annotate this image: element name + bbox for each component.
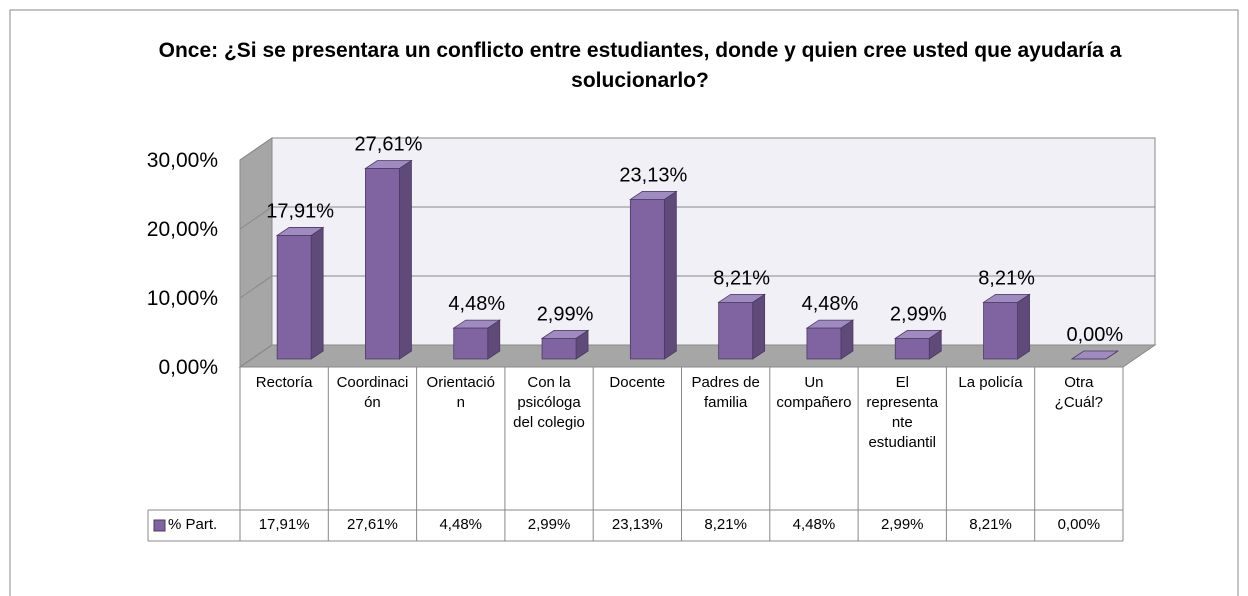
bar	[1070, 350, 1120, 360]
data-label: 17,91%	[266, 200, 334, 222]
category-label: El representante estudiantil	[866, 374, 939, 451]
y-tick-label: 20,00%	[147, 218, 218, 241]
bar	[629, 190, 678, 360]
table-value: 27,61%	[347, 516, 398, 533]
bar	[805, 319, 855, 360]
category-label: Padres de familia	[691, 374, 760, 411]
data-label: 4,48%	[802, 293, 859, 315]
data-label: 23,13%	[619, 164, 687, 186]
category-label: Orientación	[426, 374, 495, 411]
data-label: 4,48%	[448, 293, 505, 315]
y-tick-label: 30,00%	[147, 149, 218, 172]
grid-line	[239, 275, 1155, 299]
table-value: 4,48%	[792, 516, 836, 533]
bar-front	[541, 337, 577, 360]
bar-side	[1017, 293, 1030, 360]
data-label: 2,99%	[537, 303, 594, 325]
bar-front	[806, 327, 842, 360]
bar-front	[718, 301, 754, 360]
chart-border	[9, 9, 1239, 596]
bar-front	[629, 199, 665, 360]
category-label: La policía	[958, 374, 1023, 391]
bar	[982, 293, 1031, 360]
bar-side	[310, 226, 324, 360]
table-value: 8,21%	[704, 516, 747, 533]
bar	[717, 293, 766, 360]
bar-front	[894, 337, 930, 360]
data-label: 8,21%	[713, 267, 770, 289]
category-label: Rectoría	[255, 374, 313, 391]
bar	[893, 329, 943, 360]
bar	[452, 319, 502, 360]
bar-front	[276, 235, 312, 360]
bar-front	[365, 168, 400, 360]
grid-line	[239, 344, 1155, 368]
category-label: Con la psicóloga del colegio	[513, 374, 585, 431]
category-label: Docente	[609, 374, 666, 391]
data-label: 2,99%	[890, 303, 947, 325]
legend-label: % Part.	[168, 516, 218, 533]
y-tick-label: 0,00%	[158, 356, 218, 379]
table-value: 4,48%	[439, 516, 483, 533]
category-label: Un compañero	[776, 374, 852, 411]
data-label: 27,61%	[355, 133, 423, 155]
bar	[275, 226, 325, 360]
table-value: 8,21%	[969, 516, 1012, 533]
bar-front	[453, 327, 489, 360]
data-label: 0,00%	[1066, 324, 1123, 346]
bar-side	[752, 293, 766, 360]
chart-title: Once: ¿Si se presentara un conflicto ent…	[158, 39, 1122, 92]
bar	[364, 159, 413, 360]
side-wall	[239, 137, 273, 368]
category-label: Coordinación	[336, 374, 409, 411]
table-value: 2,99%	[527, 516, 571, 533]
table-value: 17,91%	[258, 516, 310, 533]
table-value: 2,99%	[880, 516, 924, 533]
y-tick-label: 10,00%	[147, 287, 218, 310]
bar-side	[399, 159, 412, 360]
bar-front	[983, 301, 1018, 360]
table-value: 23,13%	[611, 516, 663, 533]
data-label: 8,21%	[978, 267, 1035, 289]
grid-line	[239, 137, 1155, 161]
category-label: Otra ¿Cuál?	[1054, 374, 1104, 411]
bar-side	[663, 190, 677, 360]
table-value: 0,00%	[1057, 516, 1101, 533]
legend-swatch	[153, 519, 166, 532]
bar	[540, 329, 590, 360]
grid-line	[239, 206, 1155, 230]
